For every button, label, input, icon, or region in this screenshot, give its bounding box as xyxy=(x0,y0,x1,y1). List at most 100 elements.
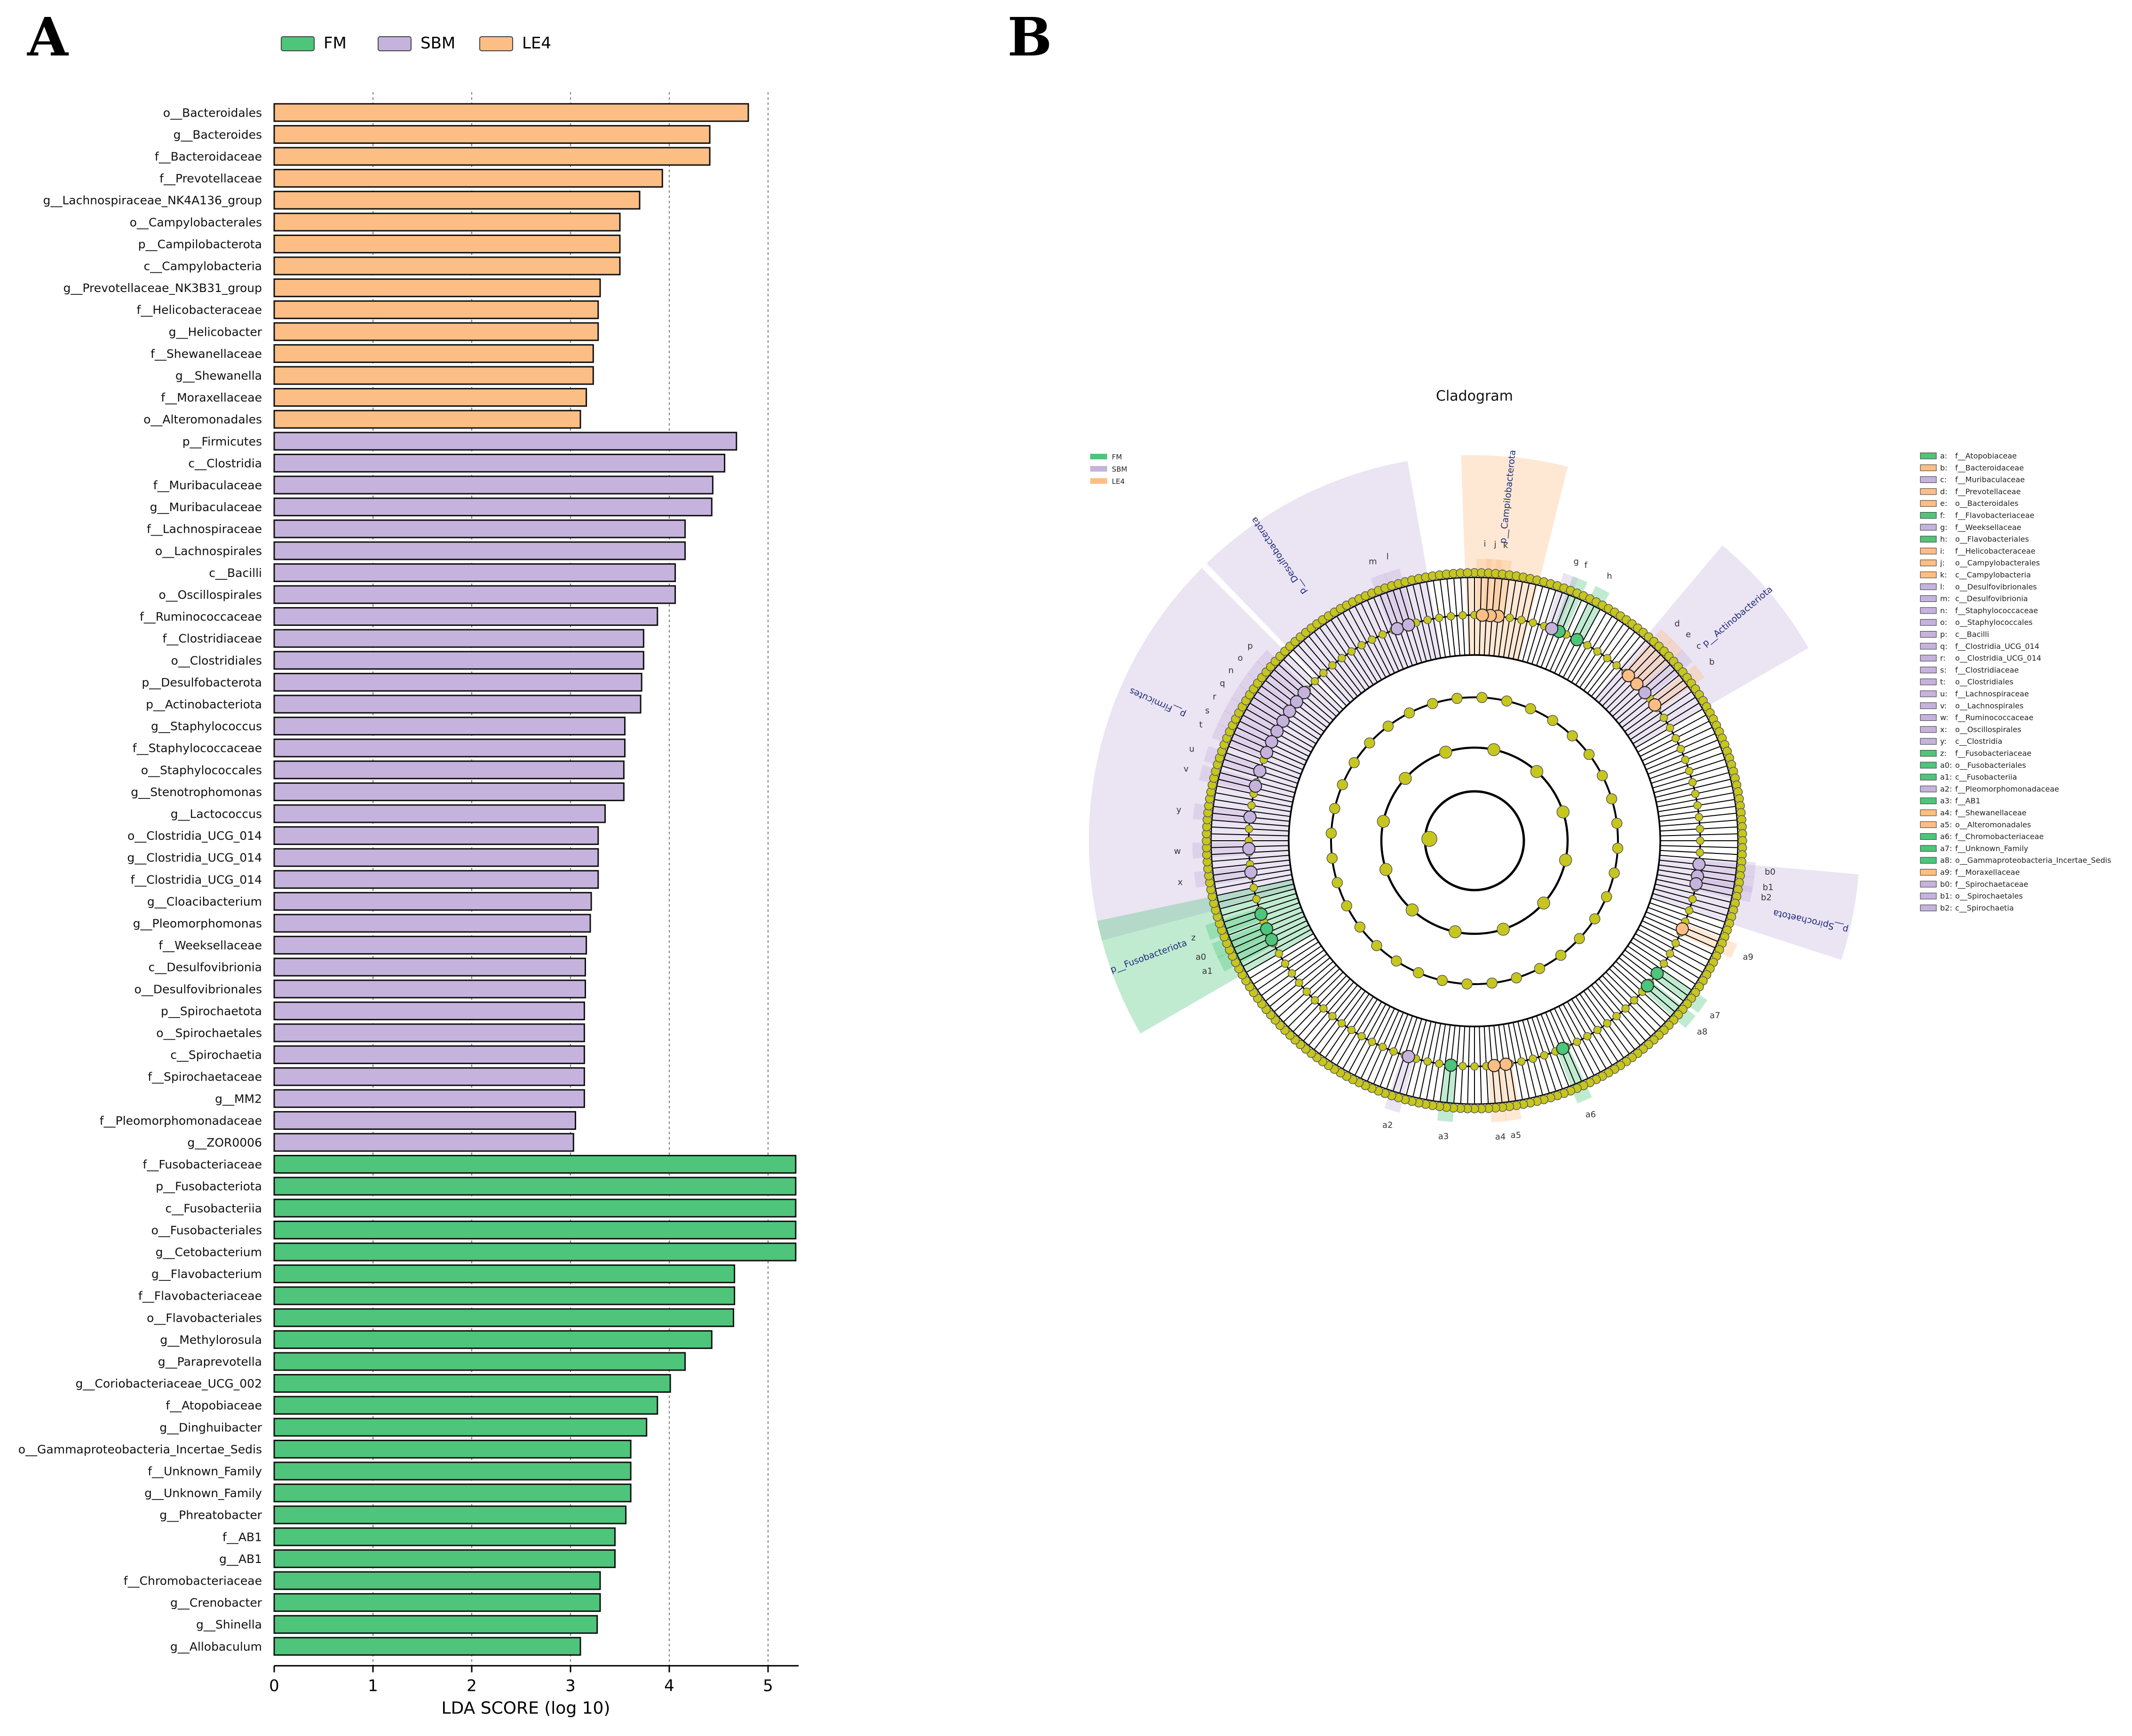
tree-node xyxy=(1497,923,1510,936)
inner-node xyxy=(1621,1004,1630,1013)
lda-bar xyxy=(273,256,621,276)
inner-node xyxy=(1573,1037,1581,1046)
bar-label: g__Muribaculaceae xyxy=(150,500,262,514)
lda-bar xyxy=(273,1111,576,1130)
lda-bar xyxy=(273,366,594,385)
key-name: o__Alteromonadales xyxy=(1955,820,2031,829)
significant-node xyxy=(1630,677,1644,691)
tree-node xyxy=(1427,698,1438,710)
lda-bar xyxy=(273,103,749,122)
bar-label: g__Phreatobacter xyxy=(159,1508,262,1522)
key-name: c__Spirochaetia xyxy=(1955,903,2014,913)
key-swatch xyxy=(1920,666,1937,673)
lda-bar xyxy=(273,1439,632,1459)
x-tick-label: 4 xyxy=(664,1677,674,1696)
tree-branch xyxy=(1426,1023,1442,1100)
tree-branch xyxy=(1579,993,1625,1058)
tree-branch xyxy=(1527,1018,1550,1094)
key-swatch xyxy=(1920,500,1937,507)
lda-bar xyxy=(273,1615,598,1634)
inner-node xyxy=(1696,825,1704,833)
tree-branch xyxy=(1426,582,1442,658)
bar-label: g__Lachnospiraceae_NK4A136_group xyxy=(43,194,262,207)
tree-branch xyxy=(1587,987,1635,1050)
lda-bar xyxy=(273,344,594,363)
clade-code-label: a2 xyxy=(1382,1120,1393,1130)
phylum-highlight-sector xyxy=(1461,455,1568,661)
tree-node xyxy=(1511,972,1522,984)
clade-code-label: h xyxy=(1607,571,1612,581)
legend-swatch-fm xyxy=(281,36,315,51)
key-swatch xyxy=(1920,619,1937,626)
bar-label: o__Gammaproteobacteria_Incertae_Sedis xyxy=(18,1443,262,1456)
inner-node xyxy=(1612,661,1621,670)
inner-node xyxy=(1347,1026,1356,1034)
tree-node xyxy=(1326,852,1338,864)
key-swatch xyxy=(1920,845,1937,852)
clade-legend-swatch-sbm xyxy=(1090,466,1107,472)
bar-label: o__Campylobacterales xyxy=(130,215,262,229)
inner-node xyxy=(1319,1004,1328,1013)
key-name: o__Clostridiales xyxy=(1955,678,2013,687)
key-code: q: xyxy=(1940,642,1948,651)
inner-node xyxy=(1659,959,1668,968)
key-name: f__AB1 xyxy=(1955,797,1981,806)
key-name: f__Chromobacteriaceae xyxy=(1955,832,2044,842)
lda-bar xyxy=(273,1418,648,1437)
significant-node xyxy=(1402,1050,1415,1064)
bar-label: f__Fusobacteriaceae xyxy=(143,1158,262,1171)
key-swatch xyxy=(1920,452,1937,459)
inner-node xyxy=(1357,641,1366,650)
bar-label: c__Fusobacteriia xyxy=(165,1201,262,1215)
tree-branch xyxy=(1527,588,1550,663)
clade-code-label: r xyxy=(1213,692,1217,702)
inner-node xyxy=(1676,745,1685,753)
tree-branch xyxy=(1655,779,1731,798)
significant-node xyxy=(1390,622,1404,635)
tree-branch xyxy=(1303,981,1355,1042)
inner-node xyxy=(1693,801,1702,810)
key-code: p: xyxy=(1940,630,1948,639)
key-name: o__Oscillospirales xyxy=(1955,725,2021,734)
bar-label: f__Spirochaetaceae xyxy=(148,1070,262,1084)
inner-node xyxy=(1338,654,1346,663)
bar-label: p__Fusobacteriota xyxy=(156,1180,262,1193)
key-name: f__Spirochaetaceae xyxy=(1955,880,2028,889)
bar-label: f__Prevotellaceae xyxy=(159,172,262,185)
significant-node xyxy=(1244,865,1258,879)
key-swatch xyxy=(1920,524,1937,531)
inner-node xyxy=(1310,677,1319,686)
clade-code-label: c xyxy=(1696,641,1701,651)
lda-bar xyxy=(273,1155,797,1174)
bar-label: p__Firmicutes xyxy=(182,434,262,448)
lda-bar xyxy=(273,213,621,232)
key-swatch xyxy=(1920,690,1937,697)
bar-label: p__Desulfobacterota xyxy=(142,676,262,689)
x-tick-label: 5 xyxy=(763,1677,773,1696)
tree-branch xyxy=(1336,615,1378,683)
key-swatch xyxy=(1920,464,1937,471)
tree-branch xyxy=(1348,609,1387,678)
inner-node xyxy=(1247,801,1256,810)
tree-branch xyxy=(1467,1026,1470,1104)
tree-node xyxy=(1382,720,1394,732)
key-code: a5: xyxy=(1940,820,1952,829)
lda-bar xyxy=(273,1242,797,1262)
x-tick-label: 3 xyxy=(565,1677,576,1696)
tree-branch xyxy=(1562,1003,1601,1073)
key-code: b1: xyxy=(1940,892,1952,900)
key-name: o__Gammaproteobacteria_Incertae_Sedis xyxy=(1955,856,2111,865)
lda-bar xyxy=(273,651,644,670)
tree-node xyxy=(1486,977,1498,989)
inner-node xyxy=(1249,884,1258,892)
tree-node xyxy=(1451,693,1463,704)
tree-node xyxy=(1476,692,1488,703)
key-name: o__Spirochaetales xyxy=(1955,892,2023,901)
clade-code-label: u xyxy=(1189,744,1194,754)
bar-label: g__Lactococcus xyxy=(171,807,262,821)
clade-legend-label-sbm: SBM xyxy=(1112,465,1127,473)
bar-label: g__Clostridia_UCG_014 xyxy=(127,851,262,865)
bar-label: f__Pleomorphomonadaceae xyxy=(100,1114,262,1128)
significant-node xyxy=(1641,979,1654,993)
clade-code-label: e xyxy=(1686,630,1691,639)
